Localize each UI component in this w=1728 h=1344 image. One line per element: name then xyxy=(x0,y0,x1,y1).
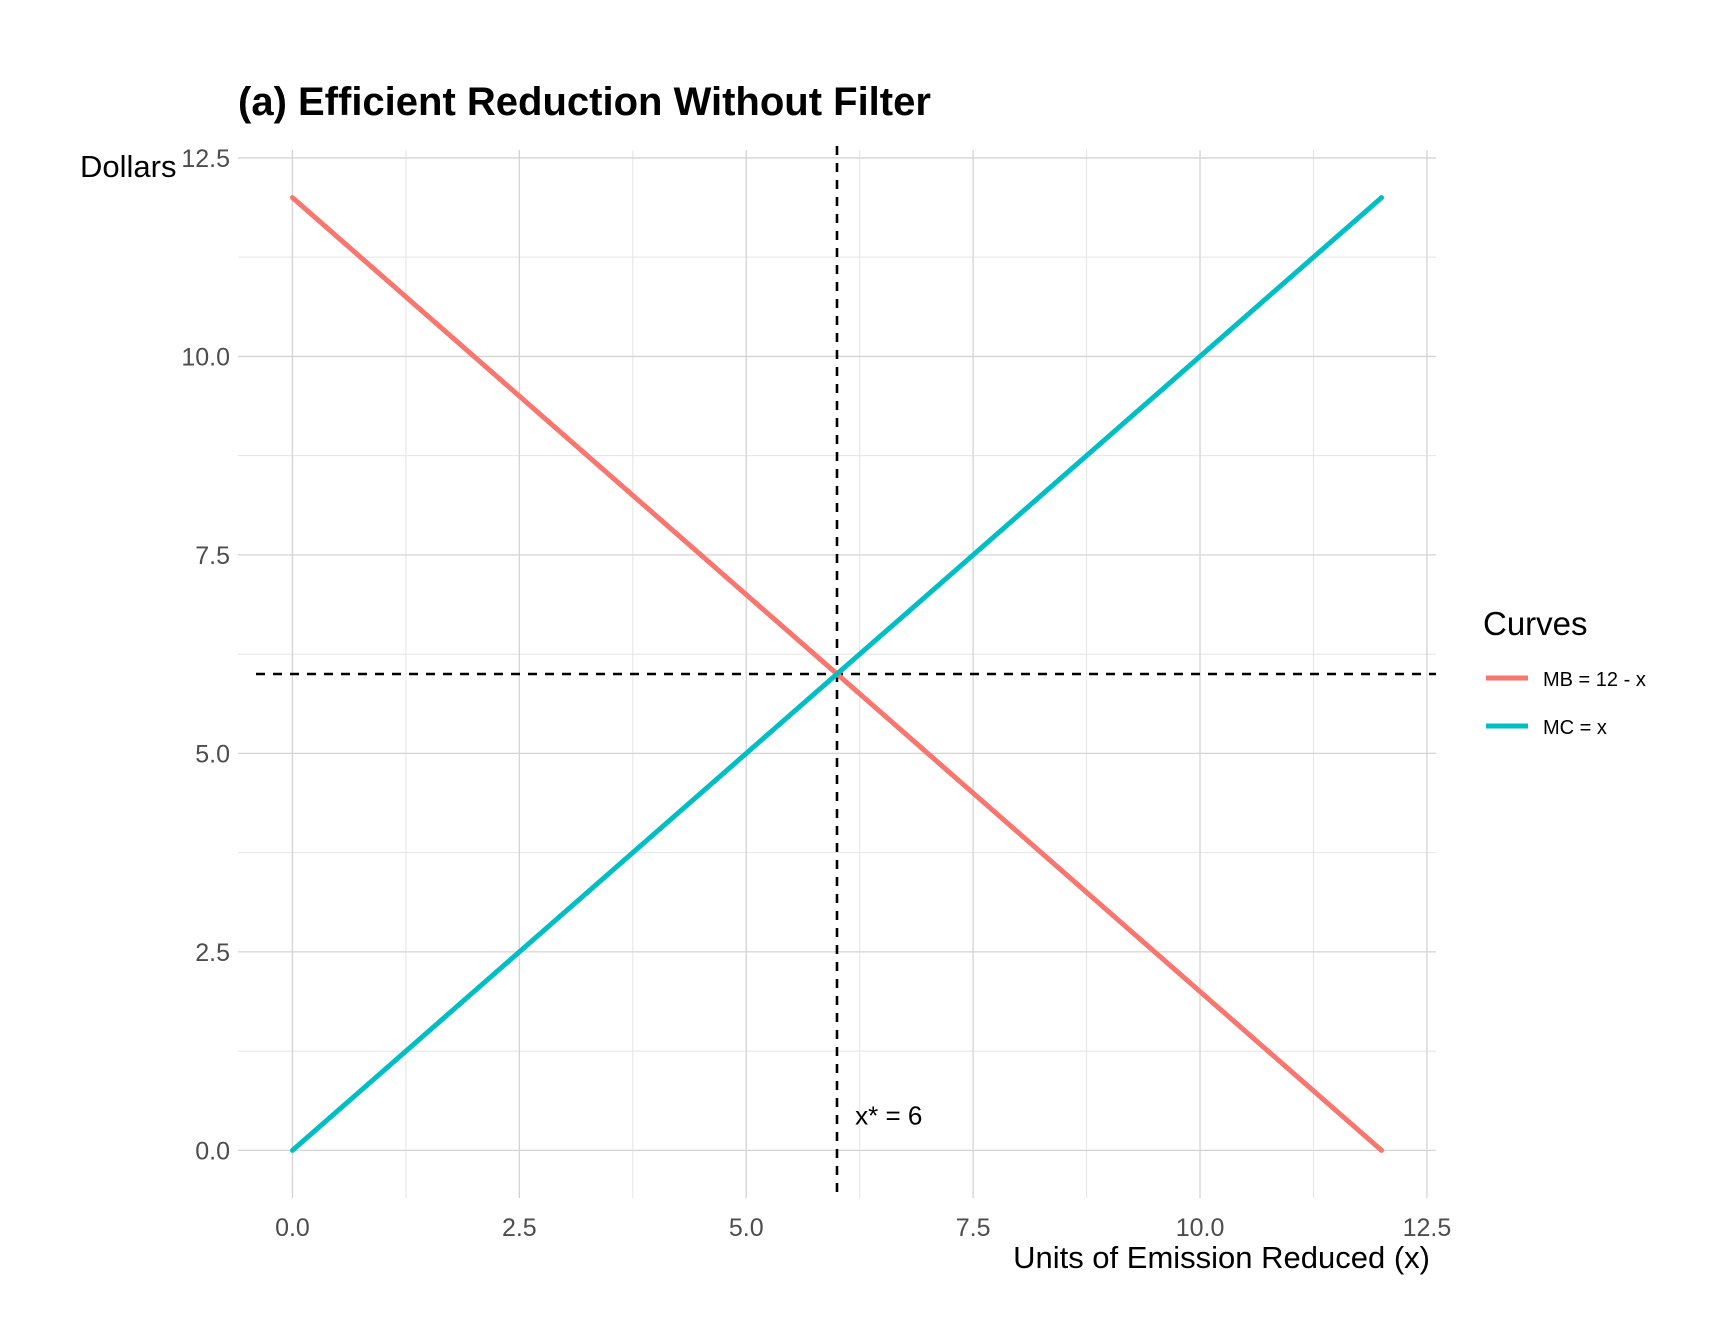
x-tick-label: 10.0 xyxy=(1176,1214,1225,1242)
x-axis-tick-labels: 0.0 2.5 5.0 7.5 10.0 12.5 xyxy=(275,1214,1451,1242)
y-tick-label: 12.5 xyxy=(181,145,230,173)
x-axis-title: Units of Emission Reduced (x) xyxy=(1013,1240,1430,1275)
chart-title: (a) Efficient Reduction Without Filter xyxy=(238,80,931,124)
y-tick-label: 5.0 xyxy=(195,740,230,768)
legend-title: Curves xyxy=(1483,605,1588,642)
y-tick-label: 7.5 xyxy=(195,542,230,570)
x-tick-label: 7.5 xyxy=(956,1214,991,1242)
legend: Curves MB = 12 - x MC = x xyxy=(1483,605,1646,739)
legend-label-mb: MB = 12 - x xyxy=(1543,669,1646,691)
annotation-x-star: x* = 6 xyxy=(855,1101,922,1131)
y-axis-tick-labels: 0.0 2.5 5.0 7.5 10.0 12.5 xyxy=(181,145,230,1165)
x-tick-label: 5.0 xyxy=(729,1214,764,1242)
y-axis-title: Dollars xyxy=(80,149,176,184)
series-line-mc xyxy=(289,195,1385,1153)
x-tick-label: 2.5 xyxy=(502,1214,537,1242)
y-tick-label: 2.5 xyxy=(195,939,230,967)
x-tick-label: 0.0 xyxy=(275,1214,310,1242)
reference-lines xyxy=(256,146,1436,1198)
y-tick-label: 10.0 xyxy=(181,343,230,371)
series-lines xyxy=(289,195,1385,1153)
y-tick-label: 0.0 xyxy=(195,1137,230,1165)
x-tick-label: 12.5 xyxy=(1403,1214,1452,1242)
legend-label-mc: MC = x xyxy=(1543,717,1607,739)
